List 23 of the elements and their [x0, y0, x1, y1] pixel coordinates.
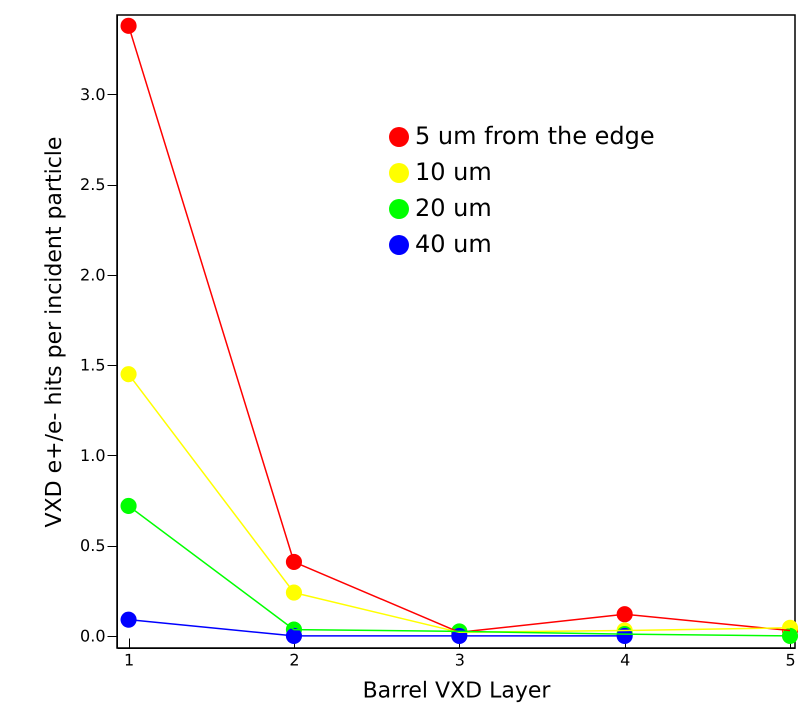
legend-label: 20 um [415, 194, 492, 222]
y-tick-label: 0.5 [80, 536, 106, 556]
legend-label: 5 um from the edge [415, 122, 655, 150]
y-axis-title: VXD e+/e- hits per incident particle [42, 136, 68, 528]
y-tick-label: 2.5 [80, 175, 106, 194]
y-tick-label: 1.5 [80, 356, 106, 375]
legend-label: 40 um [415, 230, 492, 258]
x-tick-label: 5 [785, 650, 796, 670]
legend-label: 10 um [415, 158, 492, 186]
point [120, 366, 137, 382]
point [120, 612, 137, 628]
point [120, 498, 137, 514]
y-tick-label: 3.0 [80, 84, 106, 104]
x-tick-label: 4 [620, 650, 630, 670]
y-tick-label: 2.0 [80, 265, 106, 284]
y-tick-label: 1.0 [80, 446, 106, 465]
y-tick-label: 0.0 [80, 626, 106, 646]
x-tick-label: 3 [454, 650, 465, 670]
x-axis-title: Barrel VXD Layer [362, 678, 552, 704]
point [782, 628, 798, 644]
point [120, 18, 137, 34]
x-tick-label: 2 [289, 650, 300, 670]
x-tick-label: 1 [124, 650, 134, 670]
